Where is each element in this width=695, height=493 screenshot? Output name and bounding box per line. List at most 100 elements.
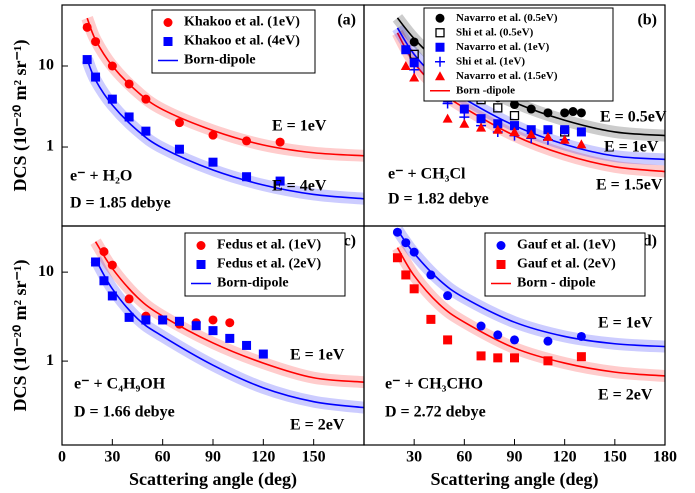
- point: [124, 294, 134, 304]
- x-tick-label: 120: [553, 449, 577, 466]
- point: [124, 79, 134, 89]
- point: [560, 108, 570, 118]
- point: [509, 110, 520, 121]
- x-tick-label: 90: [507, 449, 523, 466]
- point: [158, 315, 168, 325]
- legend-box: [484, 232, 646, 297]
- x-tick-label: 30: [406, 449, 422, 466]
- point: [443, 335, 453, 345]
- annotation: D = 1.66 debye: [74, 404, 175, 421]
- y-tick-label: 10: [38, 263, 54, 280]
- point: [99, 247, 109, 257]
- x-tick-label: 150: [603, 449, 627, 466]
- point: [107, 94, 117, 104]
- point: [107, 260, 117, 270]
- point: [409, 247, 419, 257]
- legend-swatch: [163, 37, 173, 46]
- point: [124, 312, 134, 322]
- point: [91, 257, 101, 267]
- annotation: D = 1.85 debye: [70, 195, 171, 212]
- point: [510, 100, 519, 110]
- x-tick-label: 0: [58, 449, 66, 466]
- point: [400, 61, 411, 71]
- point: [510, 335, 519, 345]
- point: [401, 45, 411, 55]
- x-tick-label: 180: [653, 449, 677, 466]
- legend-label: Gauf et al. (2eV): [517, 257, 616, 272]
- curve: [86, 17, 364, 157]
- point: [242, 136, 252, 146]
- panel-label: (a): [337, 12, 356, 29]
- point: [576, 331, 586, 341]
- legend-swatch: [435, 42, 445, 52]
- point: [459, 118, 470, 128]
- point: [392, 227, 402, 237]
- point: [141, 126, 151, 136]
- legend-swatch: [163, 18, 173, 27]
- point: [576, 108, 586, 118]
- point: [91, 37, 101, 47]
- x-tick-label: 60: [155, 449, 171, 466]
- y-axis-label: DCS (10⁻²⁰ m² sr⁻¹): [10, 40, 31, 192]
- point: [141, 94, 151, 104]
- point: [174, 118, 184, 128]
- point: [526, 104, 536, 114]
- point: [560, 125, 570, 135]
- legend-label: Shi et al. (1eV): [456, 55, 525, 67]
- point: [476, 114, 486, 124]
- legend-swatch: [196, 260, 206, 269]
- annotation: e⁻ + CH₃Cl: [388, 166, 466, 183]
- point: [476, 321, 486, 331]
- legend-label: Shi et al. (0.5eV): [456, 26, 534, 38]
- point: [426, 314, 436, 324]
- point: [208, 130, 218, 140]
- legend-label: Gauf et al. (1eV): [517, 238, 616, 253]
- annotation: e⁻ + H₂O: [70, 168, 132, 185]
- point: [191, 321, 201, 331]
- point: [392, 253, 402, 263]
- x-tick-label: 150: [302, 449, 326, 466]
- annotation: D = 2.72 debye: [385, 404, 486, 421]
- legend-label: Born-dipole: [184, 53, 256, 68]
- panel-plot: [81, 15, 364, 205]
- x-tick-label: 90: [205, 449, 221, 466]
- annotation: e⁻ + CH₃CHO: [385, 376, 483, 393]
- point: [459, 104, 469, 114]
- point: [99, 276, 109, 286]
- point: [124, 112, 134, 122]
- point: [509, 126, 520, 136]
- y-tick-label: 1: [46, 138, 54, 155]
- legend-swatch: [496, 260, 506, 269]
- y-axis-label: DCS (10⁻²⁰ m² sr⁻¹): [10, 260, 31, 412]
- x-tick-label: 60: [456, 449, 472, 466]
- point: [409, 284, 419, 294]
- point: [225, 318, 235, 328]
- point: [409, 72, 420, 82]
- legend-swatch: [435, 28, 445, 38]
- point: [543, 125, 553, 135]
- point: [476, 122, 487, 132]
- point: [510, 353, 519, 363]
- point: [426, 270, 436, 280]
- legend-label: Khakoo et al. (1eV): [184, 15, 300, 30]
- annotation: E = 0.5eV: [600, 109, 667, 126]
- curve: [396, 247, 665, 377]
- point: [543, 336, 553, 346]
- point: [242, 172, 252, 182]
- point: [208, 315, 218, 325]
- point: [401, 270, 411, 280]
- legend-label: Fedus et al. (1eV): [217, 238, 322, 253]
- annotation: E = 1eV: [598, 315, 653, 332]
- point: [409, 58, 419, 68]
- legend-label: Khakoo et al. (4eV): [184, 34, 300, 49]
- annotation: E = 2eV: [290, 417, 345, 434]
- point: [242, 340, 252, 350]
- point: [526, 129, 537, 139]
- point: [543, 356, 553, 366]
- legend-label: Born -dipole: [456, 84, 515, 96]
- point: [493, 119, 503, 129]
- legend-box: [151, 9, 316, 74]
- curve: [94, 241, 364, 383]
